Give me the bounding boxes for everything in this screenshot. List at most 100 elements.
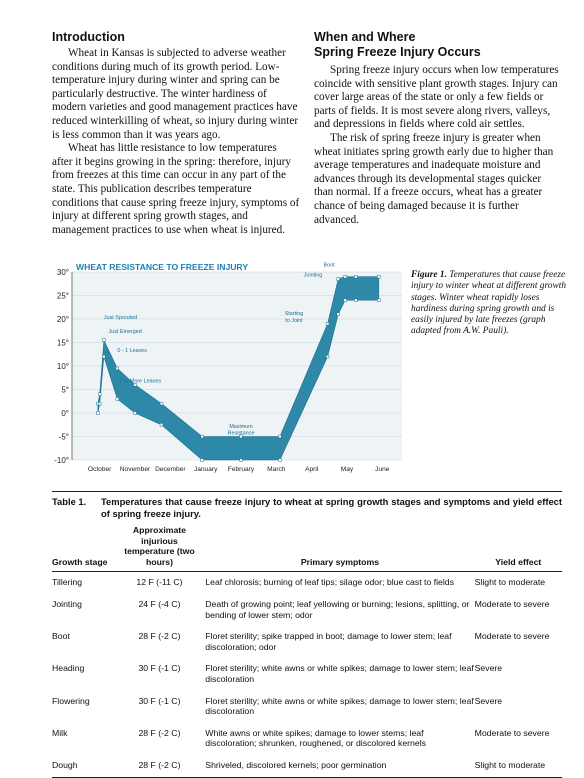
lower-bound-marker xyxy=(240,459,243,462)
header-symptoms: Primary symptoms xyxy=(201,525,474,572)
upper-bound-marker xyxy=(116,367,119,370)
upper-bound-marker xyxy=(278,435,281,438)
cell-yield-effect: Severe xyxy=(475,691,562,723)
freeze-injury-table: Growth stage Approximate injurious tempe… xyxy=(52,525,562,778)
cell-symptoms: Floret sterility; white awns or white sp… xyxy=(201,658,474,690)
upper-bound-marker xyxy=(337,278,340,281)
header-yield-effect: Yield effect xyxy=(475,525,562,572)
lower-bound-marker xyxy=(354,299,357,302)
cell-growth-stage: Dough xyxy=(52,755,118,777)
x-axis-ticks: October November December January February Ma… xyxy=(88,466,390,473)
lower-bound-marker xyxy=(337,313,340,316)
chart-title: WHEAT RESISTANCE TO FREEZE INJURY xyxy=(76,262,248,272)
cell-yield-effect: Slight to moderate xyxy=(475,572,562,594)
annotation-label: Jointing xyxy=(304,273,323,279)
cell-growth-stage: Tillering xyxy=(52,572,118,594)
y-axis-ticks: 30°25°20°15°10°5°0°-5°-10° xyxy=(54,268,69,465)
y-tick-label: -5° xyxy=(59,433,69,442)
x-tick-label: November xyxy=(120,466,151,473)
y-tick-label: 10° xyxy=(57,362,69,371)
upper-bound-marker xyxy=(344,275,347,278)
x-tick-label: February xyxy=(228,466,255,473)
upper-bound-marker xyxy=(354,275,357,278)
table-caption: Temperatures that cause freeze injury to… xyxy=(101,496,562,520)
cell-symptoms: Leaf chlorosis; burning of leaf tips; si… xyxy=(201,572,474,594)
cell-symptoms: Death of growing point; leaf yellowing o… xyxy=(201,594,474,626)
lower-bound-marker xyxy=(97,412,100,415)
annotation-label: Just Sprouted xyxy=(104,315,137,321)
cell-temperature: 30 F (-1 C) xyxy=(118,691,202,723)
lower-bound-marker xyxy=(326,355,329,358)
table-top-rule xyxy=(52,491,562,492)
cell-symptoms: Floret sterility; white awns or white sp… xyxy=(201,691,474,723)
upper-bound-marker xyxy=(103,339,106,342)
cell-growth-stage: Boot xyxy=(52,626,118,658)
x-tick-label: April xyxy=(305,466,319,473)
freeze-resistance-chart: WHEAT RESISTANCE TO FREEZE INJURY 30°25°… xyxy=(52,258,404,476)
cell-yield-effect: Slight to moderate xyxy=(475,755,562,777)
x-tick-label: March xyxy=(267,466,286,473)
upper-bound-marker xyxy=(377,275,380,278)
table-number: Table 1. xyxy=(52,496,86,508)
header-growth-stage: Growth stage xyxy=(52,525,118,572)
introduction-paragraph-2: Wheat has little resistance to low tempe… xyxy=(52,142,300,237)
cell-temperature: 24 F (-4 C) xyxy=(118,594,202,626)
when-where-heading-line-1: When and Where xyxy=(314,30,415,44)
lower-bound-marker xyxy=(278,459,281,462)
cell-growth-stage: Heading xyxy=(52,658,118,690)
y-tick-label: 20° xyxy=(57,315,69,324)
when-where-heading: When and Where Spring Freeze Injury Occu… xyxy=(314,30,562,60)
annotation-label: to Joint xyxy=(285,318,303,324)
upper-bound-marker xyxy=(326,322,329,325)
upper-bound-marker xyxy=(201,435,204,438)
lower-bound-marker xyxy=(377,299,380,302)
cell-yield-effect: Severe xyxy=(475,658,562,690)
x-tick-label: December xyxy=(155,466,186,473)
annotation-label: Maximum xyxy=(229,424,253,430)
when-where-section: When and Where Spring Freeze Injury Occu… xyxy=(314,30,562,227)
annotation-label: Boot xyxy=(324,262,336,268)
lower-bound-marker xyxy=(98,402,101,405)
figure-caption-label: Figure 1. xyxy=(411,270,447,280)
cell-temperature: 12 F (-11 C) xyxy=(118,572,202,594)
lower-bound-marker xyxy=(134,412,137,415)
cell-symptoms: White awns or white spikes; damage to lo… xyxy=(201,723,474,755)
cell-temperature: 28 F (-2 C) xyxy=(118,755,202,777)
lower-bound-marker xyxy=(201,459,204,462)
y-tick-label: 5° xyxy=(61,386,69,395)
annotation-label: Resistance xyxy=(228,431,255,437)
cell-yield-effect: Moderate to severe xyxy=(475,626,562,658)
x-tick-label: October xyxy=(88,466,112,473)
y-tick-label: -10° xyxy=(54,456,69,465)
cell-yield-effect: Moderate to severe xyxy=(475,594,562,626)
lower-bound-marker xyxy=(103,355,106,358)
cell-growth-stage: Jointing xyxy=(52,594,118,626)
cell-growth-stage: Milk xyxy=(52,723,118,755)
annotation-label: Just Emerged xyxy=(109,329,142,335)
introduction-heading: Introduction xyxy=(52,30,300,45)
annotation-label: 2 or More Leaves xyxy=(119,378,161,384)
cell-symptoms: Shriveled, discolored kernels; poor germ… xyxy=(201,755,474,777)
figure-caption: Figure 1. Temperatures that cause freeze… xyxy=(411,270,577,338)
lower-bound-marker xyxy=(116,398,119,401)
x-tick-label: May xyxy=(341,466,354,473)
introduction-paragraph-1: Wheat in Kansas is subjected to adverse … xyxy=(52,47,300,142)
introduction-section: Introduction Wheat in Kansas is subjecte… xyxy=(52,30,300,237)
when-where-paragraph-2: The risk of spring freeze injury is grea… xyxy=(314,132,562,227)
lower-bound-marker xyxy=(344,299,347,302)
header-temperature: Approximate injurious temperature (two h… xyxy=(118,525,202,572)
y-tick-label: 30° xyxy=(57,268,69,277)
cell-growth-stage: Flowering xyxy=(52,691,118,723)
upper-bound-marker xyxy=(98,393,101,396)
x-tick-label: January xyxy=(194,466,218,473)
cell-symptoms: Floret sterility; spike trapped in boot;… xyxy=(201,626,474,658)
cell-yield-effect: Moderate to severe xyxy=(475,723,562,755)
